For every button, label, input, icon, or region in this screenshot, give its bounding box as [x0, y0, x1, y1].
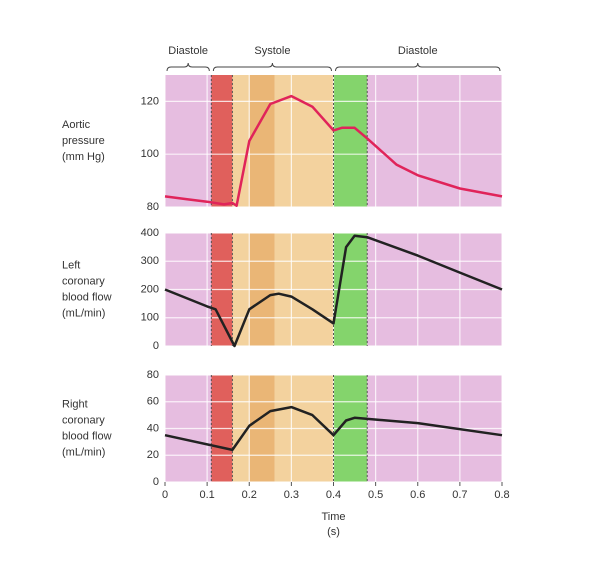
- x-axis-label: Time: [321, 511, 345, 523]
- x-tick-label: 0.2: [242, 489, 257, 501]
- phase-label: Systole: [254, 45, 290, 57]
- y-tick-label: 20: [147, 449, 159, 461]
- phase-brace: [335, 62, 501, 72]
- x-tick-label: 0.5: [368, 489, 383, 501]
- phase-band: [274, 75, 334, 207]
- y-tick-label: 80: [147, 369, 159, 381]
- x-tick-label: 0.1: [199, 489, 214, 501]
- phase-label: Diastole: [168, 45, 208, 57]
- phase-label: Diastole: [398, 45, 438, 57]
- y-axis-label: Right: [62, 398, 88, 410]
- y-tick-label: 100: [141, 312, 159, 324]
- y-tick-label: 0: [153, 476, 159, 488]
- y-tick-label: 80: [147, 201, 159, 213]
- y-tick-label: 0: [153, 340, 159, 352]
- data-line: [164, 94, 503, 207]
- phase-band: [211, 75, 233, 207]
- phase-band: [333, 75, 368, 207]
- phase-brace: [212, 62, 332, 72]
- y-axis-label: (mm Hg): [62, 151, 105, 163]
- data-line: [164, 405, 503, 452]
- y-axis-label: (mL/min): [62, 307, 105, 319]
- y-tick-label: 120: [141, 95, 159, 107]
- y-axis-label: coronary: [62, 275, 105, 287]
- x-tick-label: 0.6: [410, 489, 425, 501]
- y-tick-label: 200: [141, 283, 159, 295]
- y-axis-label: (mL/min): [62, 446, 105, 458]
- x-axis-label: (s): [327, 526, 340, 538]
- x-tick-label: 0.7: [452, 489, 467, 501]
- y-axis-label: coronary: [62, 414, 105, 426]
- y-axis-label: blood flow: [62, 291, 112, 303]
- x-tick-label: 0.3: [284, 489, 299, 501]
- y-axis-label: Aortic: [62, 119, 91, 131]
- y-axis-label: blood flow: [62, 430, 112, 442]
- data-line: [164, 234, 503, 348]
- phase-band: [232, 75, 250, 207]
- phase-brace: [166, 62, 210, 72]
- y-tick-label: 100: [141, 148, 159, 160]
- phase-band: [249, 75, 275, 207]
- x-tick-label: 0: [162, 489, 168, 501]
- y-tick-label: 400: [141, 227, 159, 239]
- y-axis-label: Left: [62, 259, 80, 271]
- y-tick-label: 300: [141, 255, 159, 267]
- y-axis-label: pressure: [62, 135, 105, 147]
- y-tick-label: 40: [147, 422, 159, 434]
- x-tick-label: 0.4: [326, 489, 341, 501]
- x-tick-label: 0.8: [494, 489, 509, 501]
- y-tick-label: 60: [147, 396, 159, 408]
